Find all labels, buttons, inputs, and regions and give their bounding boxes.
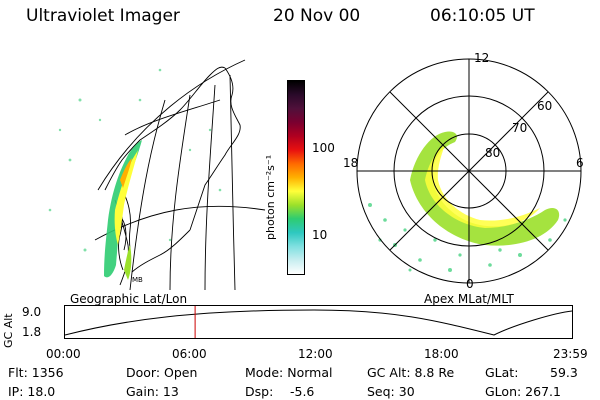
mlat-label-70: 70 (512, 121, 527, 135)
info-gc-alt: GC Alt: 8.8 Re (367, 365, 455, 380)
info-ip: IP: 18.0 (8, 384, 56, 399)
mlt-label-18: 18 (343, 156, 358, 170)
timeline-plot (64, 305, 573, 339)
mlat-label-80: 80 (485, 146, 500, 160)
aurora-emission-polar (410, 131, 560, 246)
info-glon: GLon: 267.1 (485, 384, 561, 399)
mlt-label-6: 6 (576, 156, 584, 170)
polar-plot-panel: 12 18 6 0 60 70 80 (343, 51, 584, 290)
timeline-tick-0000: 00:00 (46, 347, 81, 361)
map-label-mb: MB (132, 276, 143, 284)
info-glat: GLat: (485, 365, 519, 380)
timeline-y-label-bottom: 1.8 (22, 325, 42, 339)
aurora-speckle-polar (368, 203, 567, 272)
info-dsp-value: -5.6 (290, 384, 315, 399)
time-label: 06:10:05 UT (430, 6, 535, 26)
timeline-y-label-top: 9.0 (22, 305, 42, 319)
mlt-label-12: 12 (474, 51, 489, 65)
colorbar (287, 80, 305, 275)
timeline-axis-label: GC Alt (2, 313, 15, 348)
timeline-tick-2359: 23:59 (553, 347, 588, 361)
info-seq: Seq: 30 (367, 384, 415, 399)
mlt-label-0: 0 (466, 277, 474, 290)
info-door: Door: Open (126, 365, 198, 380)
polar-grid (356, 58, 582, 284)
mlat-label-60: 60 (537, 99, 552, 113)
colorbar-unit-label: photon cm⁻²s⁻¹ (264, 154, 277, 240)
app-title: Ultraviolet Imager (26, 6, 180, 26)
timeline-tick-0600: 06:00 (172, 347, 207, 361)
info-flt: Flt: 1356 (8, 365, 64, 380)
geographic-map-panel: MB (48, 59, 266, 290)
info-dsp: Dsp: (245, 384, 274, 399)
apex-caption: Apex MLat/MLT (424, 292, 514, 306)
colorbar-tick-10: 10 (312, 228, 328, 242)
timeline-tick-1800: 18:00 (424, 347, 459, 361)
info-mode: Mode: Normal (245, 365, 333, 380)
aurora-speckle-left (48, 68, 222, 252)
colorbar-tick-100: 100 (312, 141, 335, 155)
geographic-caption: Geographic Lat/Lon (70, 292, 188, 306)
timeline-tick-1200: 12:00 (298, 347, 333, 361)
info-glat-value: 59.3 (550, 365, 578, 380)
date-label: 20 Nov 00 (273, 6, 361, 26)
info-gain: Gain: 13 (126, 384, 179, 399)
aurora-emission-left (104, 140, 142, 280)
